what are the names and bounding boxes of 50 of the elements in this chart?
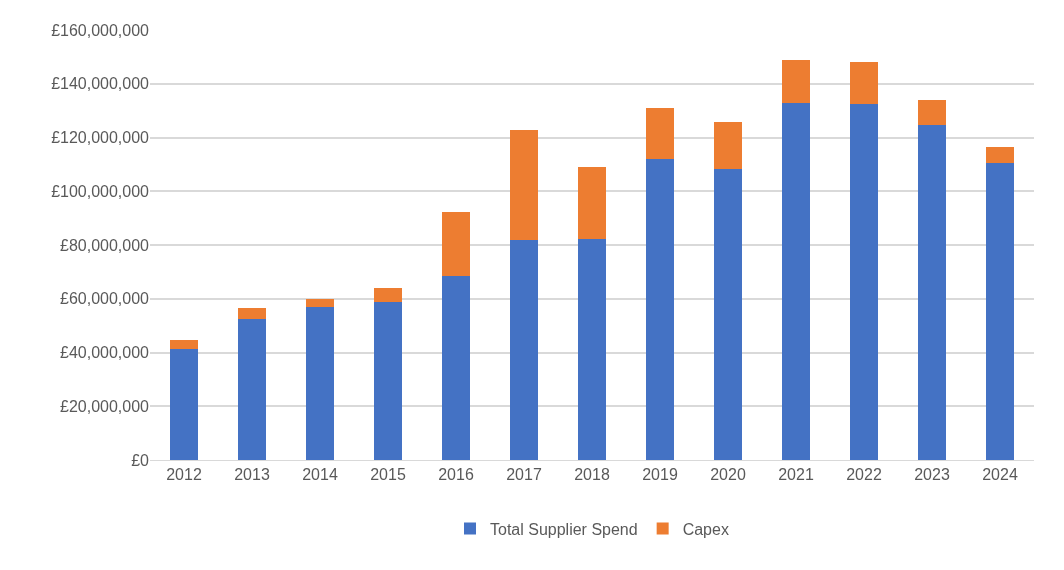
y-tick-label: £40,000,000 — [60, 344, 150, 362]
bar — [918, 100, 946, 125]
x-tick-label: 2015 — [370, 466, 406, 484]
bar — [510, 239, 538, 460]
legend-label: Total Supplier Spend — [490, 520, 638, 538]
bar — [374, 301, 402, 460]
bar — [986, 163, 1014, 460]
x-tick-label: 2023 — [914, 466, 950, 484]
x-tick-label: 2012 — [166, 466, 202, 484]
x-tick-label: 2019 — [642, 466, 678, 484]
bar — [170, 340, 198, 350]
bar — [782, 102, 810, 460]
x-tick-label: 2020 — [710, 466, 746, 484]
y-tick-label: £120,000,000 — [51, 129, 150, 147]
x-tick-label: 2022 — [846, 466, 882, 484]
bar — [374, 287, 402, 302]
y-tick-label: £140,000,000 — [51, 75, 150, 93]
bar — [918, 124, 946, 460]
bar — [578, 167, 606, 239]
y-tick-label: £100,000,000 — [51, 182, 150, 200]
bar — [986, 146, 1014, 164]
x-tick-label: 2017 — [506, 466, 542, 484]
legend-label: Capex — [682, 520, 729, 538]
bar — [510, 129, 538, 240]
bar — [442, 212, 470, 276]
bar — [714, 121, 742, 169]
bar — [850, 104, 878, 460]
bar — [306, 306, 334, 460]
bar — [238, 307, 266, 319]
x-tick-label: 2013 — [234, 466, 270, 484]
y-tick-label: £0 — [131, 451, 150, 469]
x-tick-label: 2018 — [574, 466, 610, 484]
y-tick-label: £20,000,000 — [60, 397, 150, 415]
bar — [442, 275, 470, 460]
bar — [170, 349, 198, 460]
bar — [782, 60, 810, 103]
bar — [714, 168, 742, 460]
x-tick-label: 2021 — [778, 466, 814, 484]
y-tick-label: £60,000,000 — [60, 290, 150, 308]
x-tick-label: 2014 — [302, 466, 338, 484]
bar — [646, 159, 674, 460]
x-tick-label: 2016 — [438, 466, 474, 484]
bar — [850, 62, 878, 105]
bar — [306, 298, 334, 307]
bar — [238, 318, 266, 460]
y-tick-label: £160,000,000 — [51, 21, 150, 39]
x-tick-label: 2024 — [982, 466, 1018, 484]
bar — [578, 238, 606, 460]
bar — [646, 107, 674, 159]
y-tick-label: £80,000,000 — [60, 236, 150, 254]
